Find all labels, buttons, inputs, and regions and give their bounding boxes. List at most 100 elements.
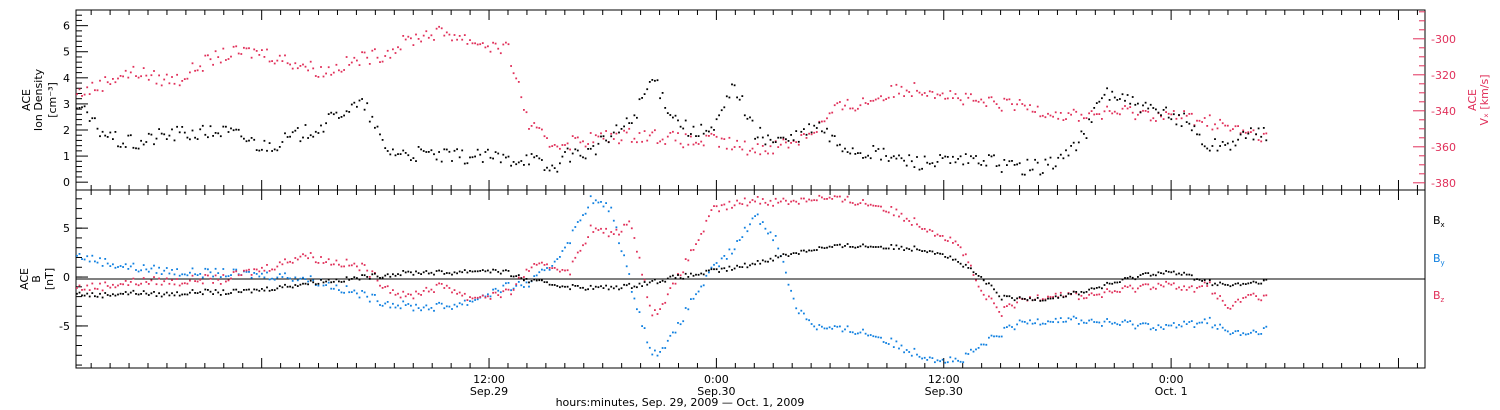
ion-density-point [325,122,327,125]
ion-density-point [874,150,877,152]
bz-point [266,264,268,266]
vx-point [710,132,713,135]
bz-point [1242,297,1245,299]
bx-point [952,258,954,261]
by-point [1057,321,1060,324]
bx-point [705,269,708,272]
bz-point [800,197,803,200]
vx-point [1190,112,1193,115]
bz-point [309,252,312,254]
vx-point [160,84,163,87]
bz-point [499,296,502,299]
ion-density-point [132,146,135,149]
vx-point [296,67,299,70]
vx-point [949,90,952,92]
ion-density-point [1134,103,1137,106]
vx-point [661,138,664,141]
by-point [859,331,862,334]
bz-point [474,296,476,299]
by-point [939,360,941,363]
by-point [643,327,646,329]
vx-point [1075,110,1078,113]
bx-point [805,250,808,253]
bx-point [803,249,805,252]
bz-point [158,277,160,280]
by-point [908,351,911,353]
bz-point [294,257,297,259]
by-point [910,354,913,357]
bx-point [281,286,284,289]
bx-point [582,286,584,289]
bz-point [340,265,343,268]
vx-point [839,101,841,103]
vx-point [1124,105,1126,107]
by-point [800,309,803,312]
ion-density-point [535,155,538,157]
bz-point [535,263,538,266]
by-point [1180,325,1183,328]
vx-point [808,132,810,135]
bz-point [230,277,232,280]
ion-density-point [492,157,494,160]
bx-point [276,287,279,290]
ion-density-point [564,151,566,153]
ion-density-point [995,165,998,167]
bx-point [641,285,643,287]
by-point [512,287,515,290]
vx-point [505,41,507,44]
by-point [923,356,926,359]
bz-point [1149,288,1152,291]
bx-point [153,291,155,293]
bz-point [1103,291,1106,294]
bx-point [749,264,751,267]
vx-point [94,89,96,92]
bz-point [1180,289,1183,291]
by-point [571,229,574,232]
vx-point [258,54,261,56]
bz-point [204,274,207,276]
ion-density-point [620,128,623,130]
bx-point [515,275,518,277]
by-point [1023,321,1026,323]
bz-point [466,299,469,301]
vx-point [176,73,178,76]
by-point [268,278,271,281]
bx-point [117,293,119,296]
ion-density-point [661,92,664,94]
bx-point [291,286,294,289]
bz-point [1111,291,1114,294]
ion-density-point [1247,132,1250,135]
vx-point [212,63,214,66]
vx-point [797,143,800,146]
bz-point [284,258,286,261]
vx-point [874,98,877,101]
vx-point [117,77,119,80]
bx-point [273,289,276,291]
bx-point [931,250,934,253]
bx-point [623,283,625,286]
ion-density-point [340,116,343,118]
ion-density-point [1101,97,1103,100]
by-point [541,268,543,271]
ion-density-point [1237,138,1239,141]
bx-point [1054,295,1057,298]
vx-point [1111,112,1114,115]
vx-point [1016,103,1018,106]
bx-point [1262,279,1265,282]
bx-point [618,288,620,291]
by-point [1224,329,1227,332]
bz-point [913,217,916,220]
by-point [445,305,448,308]
bz-point [232,271,235,273]
by-point [967,353,970,355]
bx-point [109,294,112,297]
vx-point [302,63,304,66]
by-point [1106,318,1108,320]
vx-point [415,33,417,36]
vx-point [104,76,107,78]
bx-point [1067,292,1070,295]
bx-point [1219,281,1221,284]
ion-density-point [551,164,554,167]
ion-density-point [129,134,132,137]
by-point [777,247,780,250]
